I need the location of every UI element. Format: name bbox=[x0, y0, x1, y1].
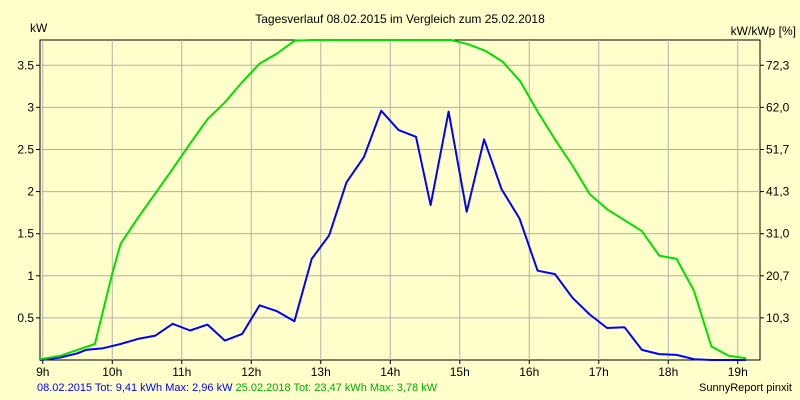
x-tick-label: 10h bbox=[102, 365, 122, 379]
y-tick-label-right: 72,3 bbox=[766, 58, 790, 72]
y-tick-label-right: 51,7 bbox=[766, 142, 790, 156]
y-tick-label-right: 10,3 bbox=[766, 311, 790, 325]
y-axis-label-left: kW bbox=[30, 21, 48, 35]
footer-legend: 08.02.2015 Tot: 9,41 kWh Max: 2,96 kW 25… bbox=[37, 382, 437, 394]
y-tick-label-left: 3.5 bbox=[17, 58, 34, 72]
chart-title: Tagesverlauf 08.02.2015 im Vergleich zum… bbox=[255, 12, 545, 26]
plot-area bbox=[39, 39, 761, 361]
y-tick-label-left: 1.5 bbox=[17, 227, 34, 241]
grid bbox=[40, 40, 760, 360]
x-tick-label: 18h bbox=[658, 365, 678, 379]
x-tick-label: 9h bbox=[36, 365, 49, 379]
x-tick-label: 17h bbox=[589, 365, 609, 379]
y-axis-label-right: kW/kWp [%] bbox=[731, 24, 796, 38]
y-tick-label-left: 2.5 bbox=[17, 142, 34, 156]
series-line-2 bbox=[39, 39, 747, 361]
y-tick-label-left: 0.5 bbox=[17, 311, 34, 325]
y-tick-label-right: 20,7 bbox=[766, 269, 790, 283]
x-tick-label: 15h bbox=[450, 365, 470, 379]
x-tick-label: 19h bbox=[728, 365, 748, 379]
y-tick-label-right: 31,0 bbox=[766, 227, 790, 241]
y-tick-label-right: 62,0 bbox=[766, 100, 790, 114]
x-tick-label: 13h bbox=[311, 365, 331, 379]
x-tick-label: 12h bbox=[241, 365, 261, 379]
y-tick-label-left: 2 bbox=[27, 185, 34, 199]
legend-series-2: 25.02.2018 Tot: 23,47 kWh Max: 3,78 kW bbox=[235, 382, 438, 394]
y-tick-label-left: 3 bbox=[27, 100, 34, 114]
y-tick-label-left: 1 bbox=[27, 269, 34, 283]
x-tick-label: 14h bbox=[380, 365, 400, 379]
y-tick-label-right: 41,3 bbox=[766, 185, 790, 199]
series-layer bbox=[39, 39, 747, 361]
legend-series-1: 08.02.2015 Tot: 9,41 kWh Max: 2,96 kW bbox=[37, 382, 233, 394]
x-tick-label: 16h bbox=[519, 365, 539, 379]
x-tick-label: 11h bbox=[172, 365, 191, 379]
series-line-1 bbox=[39, 109, 747, 361]
credit-text: SunnyReport pinxit bbox=[699, 382, 792, 394]
ticks: 9h 10h 11h 12h 13h 14h 15h 16h 17h 18h 19h 0.5 10,3 1… bbox=[17, 58, 789, 379]
